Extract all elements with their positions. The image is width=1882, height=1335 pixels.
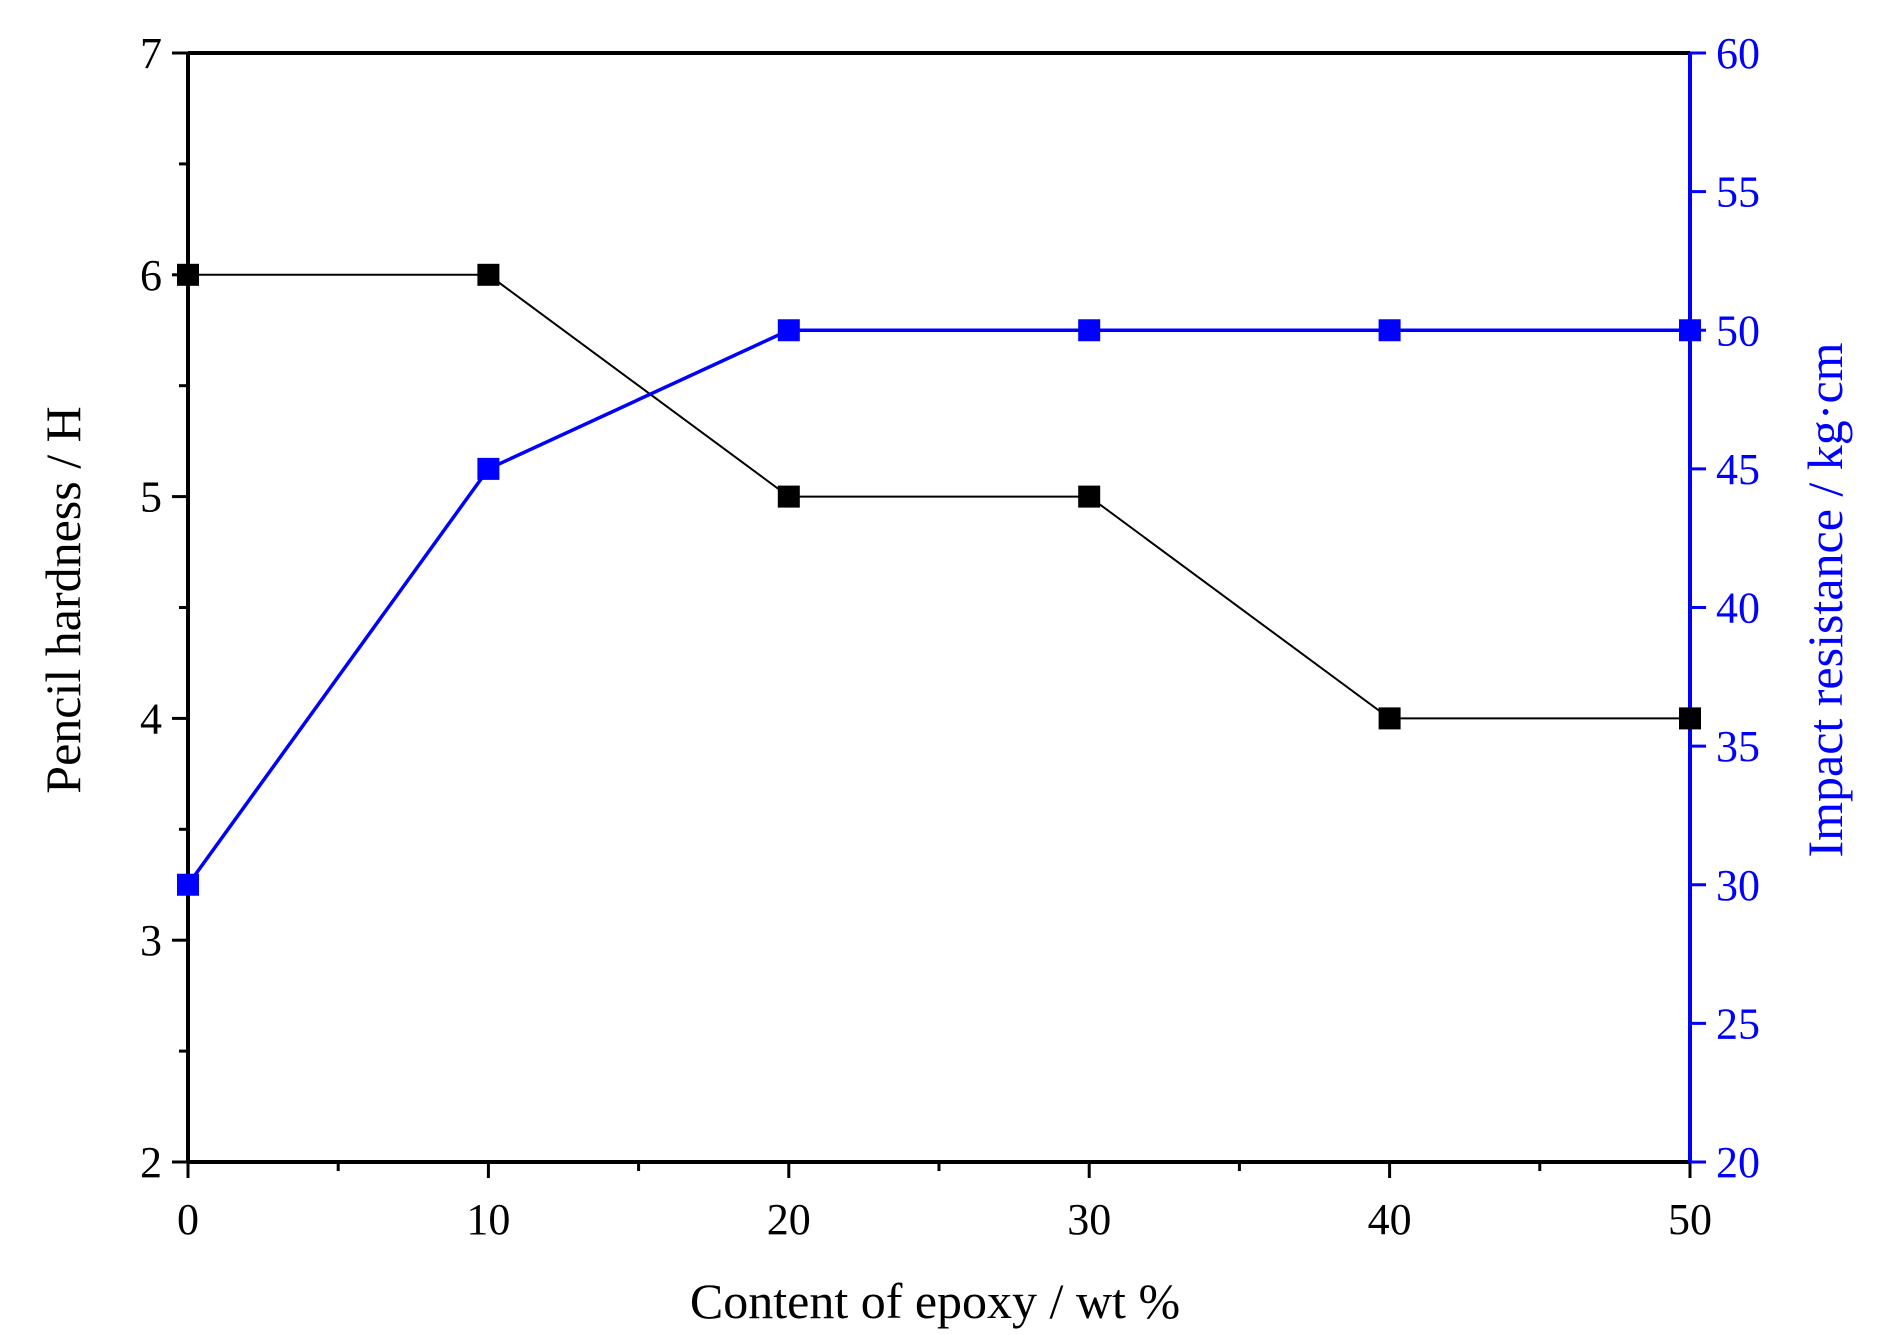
x-axis-title: Content of epoxy / wt %: [690, 1273, 1180, 1329]
left-y-tick-label: 7: [140, 29, 162, 78]
left-y-axis-title: Pencil hardness / H: [35, 406, 91, 793]
x-tick-label: 20: [767, 1195, 811, 1244]
impact-resistance-point: [1378, 319, 1401, 342]
right-y-tick-label: 50: [1716, 306, 1760, 355]
pencil-hardness-line: [188, 273, 1690, 720]
x-tick-label: 40: [1368, 1195, 1412, 1244]
left-y-tick-label: 3: [140, 916, 162, 965]
left-y-tick-label: 6: [140, 251, 162, 300]
left-y-tick-label: 5: [140, 473, 162, 522]
right-y-tick-label: 30: [1716, 861, 1760, 910]
x-tick-label: 0: [177, 1195, 199, 1244]
right-y-tick-label: 25: [1716, 999, 1760, 1048]
pencil-hardness-point: [1679, 707, 1701, 730]
pencil-hardness-point: [777, 485, 800, 508]
left-y-tick-label: 2: [140, 1138, 162, 1187]
pencil-hardness-point: [1378, 707, 1401, 730]
left-y-tick-label: 4: [140, 694, 162, 743]
x-tick-label: 30: [1067, 1195, 1111, 1244]
x-tick-label: 10: [466, 1195, 510, 1244]
right-y-tick-label: 35: [1716, 722, 1760, 771]
impact-resistance-point: [1679, 319, 1701, 342]
right-y-tick-label: 40: [1716, 584, 1760, 633]
pencil-hardness-point: [177, 263, 199, 286]
right-y-tick-label: 60: [1716, 29, 1760, 78]
impact-resistance-point: [177, 873, 199, 896]
impact-resistance-line: [186, 328, 1690, 886]
right-y-tick-label: 20: [1716, 1138, 1760, 1187]
impact-resistance-point: [477, 457, 500, 480]
impact-resistance-point: [777, 319, 800, 342]
impact-resistance-point: [1078, 319, 1101, 342]
right-y-tick-label: 55: [1716, 168, 1760, 217]
right-y-axis-title: Impact resistance / kg·cm: [1797, 342, 1853, 857]
x-tick-label: 50: [1668, 1195, 1712, 1244]
pencil-hardness-point: [477, 263, 500, 286]
right-y-tick-label: 45: [1716, 445, 1760, 494]
pencil-hardness-point: [1078, 485, 1101, 508]
